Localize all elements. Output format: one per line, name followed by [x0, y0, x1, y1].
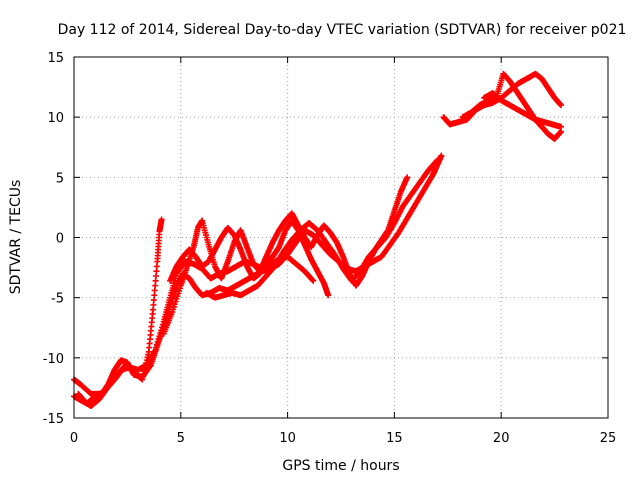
- x-tick-label: 25: [600, 431, 617, 446]
- x-tick-label: 15: [386, 431, 403, 446]
- series-track-5: [167, 217, 332, 299]
- y-tick-label: -15: [43, 412, 64, 427]
- y-tick-label: 15: [47, 51, 64, 66]
- series-track-7: [440, 70, 565, 128]
- data-point: [310, 277, 317, 284]
- y-tick-label: -10: [43, 352, 64, 367]
- data-point: [434, 157, 441, 164]
- data-point: [325, 292, 332, 299]
- grid-lines: [74, 57, 608, 418]
- plot-frame: [73, 56, 609, 419]
- y-tick-label: 10: [47, 111, 64, 126]
- data-point: [404, 174, 411, 181]
- series-track-6: [203, 157, 441, 301]
- y-axis-label: SDTVAR / TECUs: [8, 180, 24, 295]
- x-tick-label: 20: [493, 431, 510, 446]
- series-track-9: [481, 90, 565, 130]
- data-point: [438, 152, 445, 159]
- x-axis-label: GPS time / hours: [282, 458, 399, 474]
- y-tick-label: 0: [56, 232, 64, 247]
- x-tick-label: 0: [70, 431, 78, 446]
- y-tick-label: 5: [56, 171, 64, 186]
- data-point: [158, 216, 165, 223]
- y-tick-label: -5: [51, 292, 64, 307]
- axis-ticks: 0 5 10 15 20 25 -15 -10 -5 0 5 10 15: [43, 51, 617, 446]
- chart-title: Day 112 of 2014, Sidereal Day-to-day VTE…: [58, 22, 627, 38]
- data-point: [433, 158, 440, 165]
- data-point: [558, 123, 565, 130]
- data-markers: [71, 70, 565, 409]
- series-track-1: [71, 216, 165, 409]
- x-tick-label: 5: [177, 431, 185, 446]
- x-tick-label: 10: [279, 431, 296, 446]
- data-point: [558, 102, 565, 109]
- data-point: [309, 276, 316, 283]
